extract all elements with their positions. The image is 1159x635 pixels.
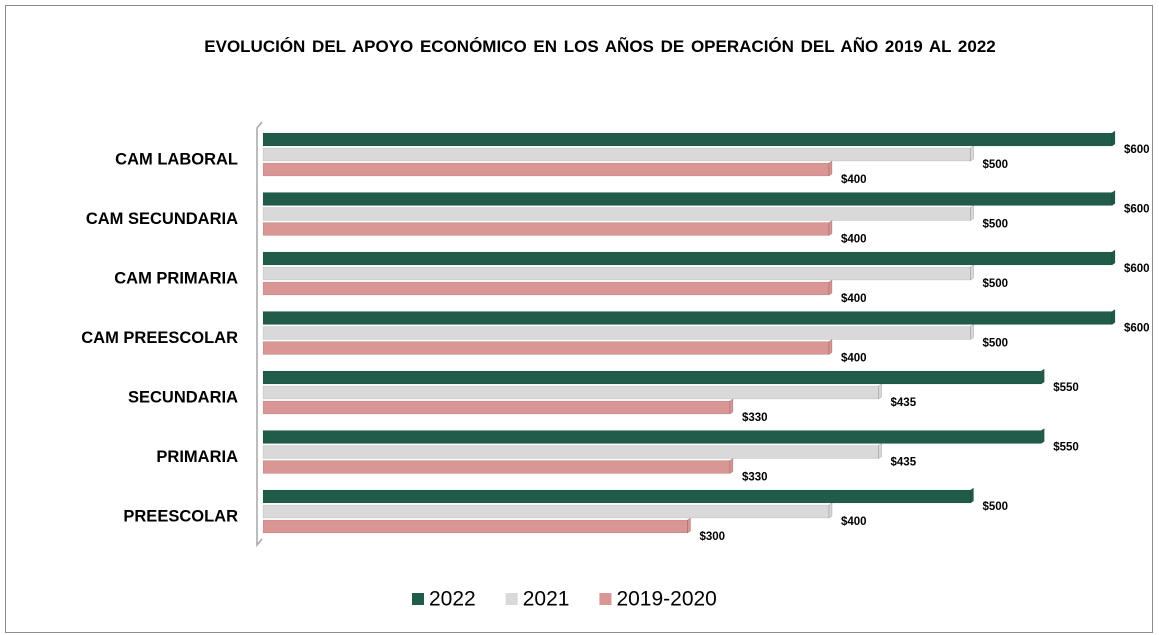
value-label: $400 (841, 174, 867, 186)
bar-cap (970, 324, 974, 340)
bar (262, 222, 830, 236)
bar-cap (828, 220, 833, 236)
bar-cap (970, 264, 974, 281)
bar (262, 326, 971, 340)
bar (262, 504, 830, 519)
bar (262, 147, 971, 162)
legend-label: 2022 (429, 588, 476, 611)
value-label: $500 (983, 159, 1009, 171)
bar-cap (687, 517, 691, 534)
bar-cap (1111, 190, 1116, 206)
legend-swatch (505, 593, 518, 605)
legend-label: 2019-2020 (616, 588, 716, 611)
category-label: CAM LABORAL (115, 150, 238, 168)
bar-cap (828, 160, 833, 177)
bar (262, 266, 971, 281)
plot-wall (256, 121, 263, 548)
category-label: CAM PRIMARIA (114, 269, 238, 287)
category-label: PRIMARIA (156, 448, 238, 466)
bar (262, 207, 971, 221)
value-label: $400 (841, 516, 867, 528)
bar (262, 341, 830, 355)
value-label: $600 (1124, 323, 1150, 335)
chart-frame (5, 5, 1153, 633)
value-label: $600 (1124, 144, 1150, 156)
bar (262, 281, 830, 296)
value-label: $600 (1124, 204, 1150, 216)
bar (262, 519, 688, 534)
bar (262, 251, 1113, 266)
bar-cap (970, 205, 974, 221)
bar-cap (828, 502, 833, 519)
category-label: SECUNDARIA (128, 388, 238, 406)
value-label: $330 (742, 412, 768, 424)
bar (262, 430, 1042, 444)
legend-swatch (599, 593, 612, 605)
bar-cap (878, 383, 882, 400)
bar-cap (878, 443, 882, 459)
bar (262, 370, 1042, 385)
bar (262, 489, 971, 504)
bar-cap (1111, 249, 1116, 266)
bar (262, 400, 731, 415)
value-label: $435 (891, 397, 917, 409)
value-label: $435 (891, 457, 917, 469)
bar-cap (970, 487, 974, 504)
bar (262, 132, 1113, 147)
value-label: $400 (841, 234, 867, 246)
legend-swatch (412, 593, 424, 605)
bar (262, 192, 1113, 206)
legend-label: 2021 (523, 588, 570, 611)
bar (262, 162, 830, 177)
bar-cap (970, 145, 974, 162)
category-label: PREESCOLAR (123, 507, 238, 525)
value-label: $550 (1053, 382, 1079, 394)
category-label: CAM SECUNDARIA (86, 210, 238, 228)
bar (262, 385, 879, 400)
bar (262, 460, 731, 474)
value-label: $500 (983, 501, 1009, 513)
value-label: $500 (983, 219, 1009, 231)
bar-cap (1111, 309, 1116, 325)
value-label: $330 (742, 472, 768, 484)
value-label: $550 (1053, 442, 1079, 454)
bar-cap (1111, 130, 1116, 147)
bar (262, 311, 1113, 325)
value-label: $400 (841, 353, 867, 365)
value-label: $400 (841, 293, 867, 305)
value-label: $600 (1124, 263, 1150, 275)
bar-cap (1041, 368, 1045, 385)
bar-cap (729, 458, 734, 474)
bar-cap (729, 398, 734, 415)
value-label: $500 (983, 278, 1009, 290)
chart-title: EVOLUCIÓN DEL APOYO ECONÓMICO EN LOS AÑO… (204, 37, 996, 56)
bar-cap (828, 279, 833, 296)
value-label: $300 (700, 531, 726, 543)
bar-cap (1041, 428, 1045, 444)
value-label: $500 (983, 338, 1009, 350)
bar (262, 445, 879, 459)
bar-cap (828, 339, 833, 355)
category-label: CAM PREESCOLAR (81, 329, 238, 347)
